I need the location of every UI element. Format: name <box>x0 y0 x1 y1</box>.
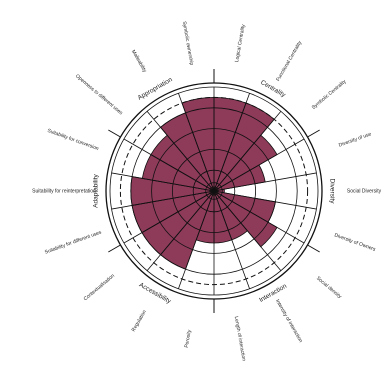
spoke-line <box>123 138 215 192</box>
spoke-line <box>146 111 215 192</box>
spoke-line <box>213 190 305 244</box>
category-label: Diversity of Owners <box>333 232 376 253</box>
spoke-line <box>213 190 282 271</box>
spoke-line <box>178 190 215 289</box>
category-label: Porosity <box>184 329 193 348</box>
category-label: Social density <box>315 275 343 300</box>
group-divider-tick <box>108 244 121 253</box>
category-label: Suitability for conversion <box>46 128 99 152</box>
category-label: Diversity of use <box>338 131 372 148</box>
category-label: Intensity of interaction <box>274 299 304 344</box>
group-divider-tick <box>307 129 320 138</box>
category-label: Symbolic Centrality <box>311 78 348 110</box>
spoke-line <box>111 172 215 192</box>
spoke-line <box>213 93 250 192</box>
group-label: Interaction <box>258 283 288 304</box>
category-label: Suitability for reinterpretation <box>32 188 96 194</box>
spoke-line <box>213 172 317 192</box>
grid-layer <box>105 69 323 313</box>
category-label: Regulation <box>131 309 148 333</box>
spoke-line <box>213 138 305 192</box>
spoke-line <box>213 190 317 210</box>
category-label: Logical Centrality <box>234 23 247 62</box>
spoke-line <box>178 93 215 192</box>
category-label: Contextualisation <box>83 273 116 302</box>
group-divider-tick <box>108 129 121 138</box>
spoke-line <box>123 190 215 244</box>
spoke-line <box>213 111 282 192</box>
spoke-line <box>146 190 215 271</box>
category-label: Malleability <box>130 49 148 74</box>
group-divider-tick <box>307 244 320 253</box>
category-label: Social Diversity <box>347 188 382 194</box>
group-label: Centrality <box>259 79 287 99</box>
spoke-line <box>111 190 215 210</box>
group-label: Diversity <box>328 179 335 205</box>
spoke-line <box>213 190 250 289</box>
group-label: Adaptability <box>93 173 100 207</box>
category-label: Openness to different uses <box>74 73 124 116</box>
category-label: Suitability for different uses <box>44 229 103 255</box>
category-label: Functional Centrality <box>275 40 303 83</box>
category-label: Length of interaction <box>233 316 247 362</box>
category-label: Symbolic ownership <box>181 21 195 66</box>
group-label: Accessibility <box>138 281 173 305</box>
